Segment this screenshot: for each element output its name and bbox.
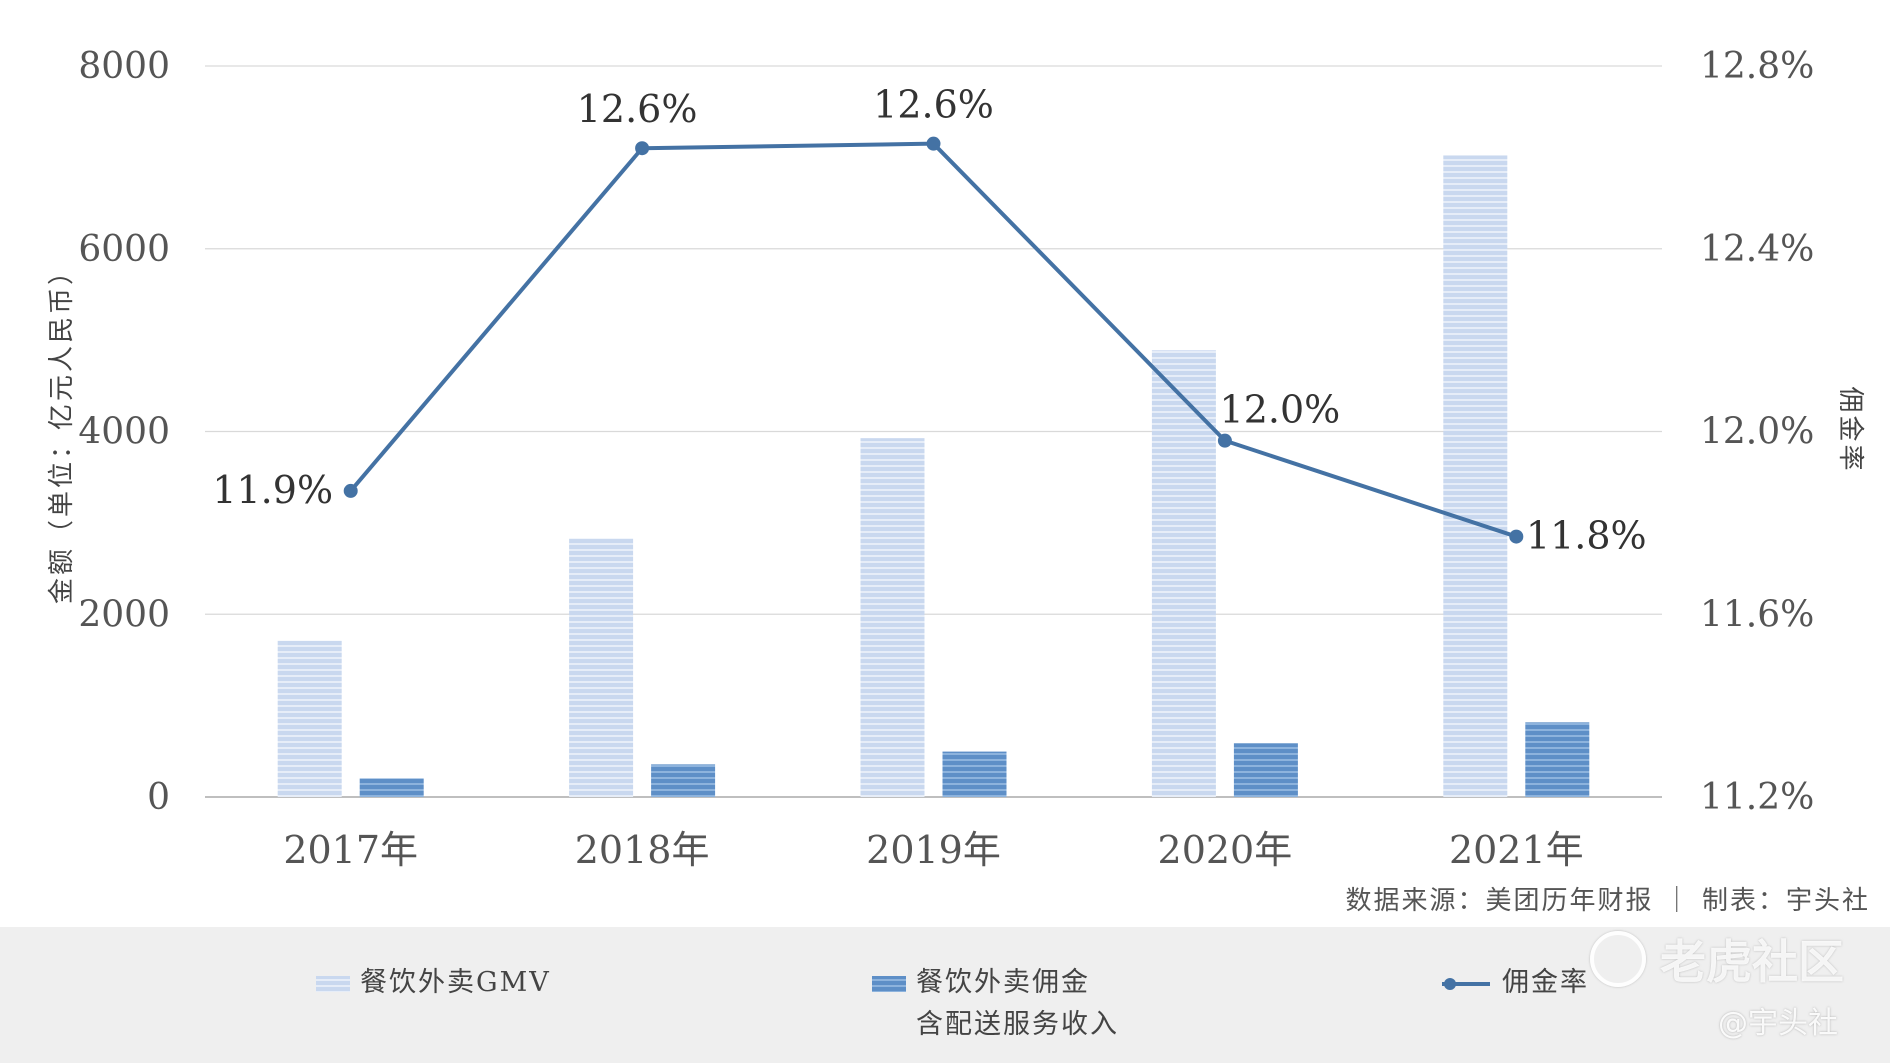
bar-commission [1233,743,1298,797]
y-tick-label: 4000 [78,412,170,453]
labels: 0 2000 4000 6000 8000 11.2% 11.6% 12.0% 12.4% 12.… [47,46,1865,872]
rate-point [1217,433,1232,448]
rate-data-label: 12.6% [577,87,698,131]
rate-point [926,136,941,151]
bar-gmv [1443,155,1508,798]
legend-item-gmv: 餐饮外卖GMV [316,962,551,1004]
rate-data-label: 12.0% [1220,388,1341,432]
y2-tick-label: 11.2% [1700,777,1814,818]
x-tick-label: 2018年 [575,828,710,872]
watermark-logo: 老虎社区 [1590,926,1844,992]
y-axis-title: 金额（单位：亿元人民币） [47,256,77,604]
bar-commission [651,764,716,797]
x-tick-label: 2019年 [866,828,1001,872]
watermark-logo-text: 老虎社区 [1660,935,1844,989]
bar-commission [1525,722,1590,797]
bar-gmv [569,538,634,797]
legend-swatch-commission [872,976,906,992]
commission-rate-line [343,136,1524,544]
rate-line-path [349,141,1517,539]
watermark-handle: @宇头社 [1718,1006,1838,1041]
bars [277,155,1590,798]
y2-tick-label: 12.0% [1700,412,1814,453]
x-tick-label: 2017年 [283,828,418,872]
legend-label-commission: 餐饮外卖佣金 含配送服务收入 [916,962,1119,1046]
y2-tick-label: 11.6% [1700,594,1814,635]
rate-data-label: 11.8% [1526,514,1647,558]
x-tick-label: 2020年 [1158,828,1293,872]
y2-tick-label: 12.4% [1700,229,1814,270]
bar-gmv [1151,350,1216,797]
x-tick-label: 2021年 [1449,828,1584,872]
bar-gmv [860,438,925,797]
y2-axis-title: 佣金率 [1835,386,1865,473]
legend-label-gmv: 餐饮外卖GMV [360,967,551,998]
legend-item-commission: 餐饮外卖佣金 含配送服务收入 [872,962,1119,1046]
data-source-note: 数据来源：美团历年财报 ｜ 制表：宇头社 [1345,886,1870,916]
y-tick-label: 6000 [78,229,170,270]
y2-tick-label: 12.8% [1700,46,1814,87]
gridlines [205,65,1662,798]
legend-swatch-rate [1442,978,1490,990]
legend-label-commission-line1: 餐饮外卖佣金 [916,967,1090,998]
rate-data-label: 12.6% [873,83,994,127]
rate-point [635,141,650,156]
legend-item-rate: 佣金率 [1440,962,1589,1004]
y-tick-label: 0 [147,777,170,818]
y-tick-label: 2000 [78,594,170,635]
tiger-community-logo-icon [1590,931,1646,987]
rate-point [343,483,358,498]
bar-commission [942,751,1007,797]
bar-commission [359,778,424,797]
rate-point [1509,529,1524,544]
combo-chart: 0 2000 4000 6000 8000 11.2% 11.6% 12.0% 12.4% 12.… [47,46,1865,872]
rate-data-label: 11.9% [212,468,333,512]
bar-gmv [277,640,342,797]
legend: 餐饮外卖GMV 餐饮外卖佣金 含配送服务收入 佣金率 [0,927,1890,1063]
y-tick-label: 8000 [78,46,170,87]
legend-label-rate: 佣金率 [1502,967,1589,998]
legend-swatch-gmv [316,976,350,992]
legend-label-commission-line2: 含配送服务收入 [916,1009,1119,1040]
